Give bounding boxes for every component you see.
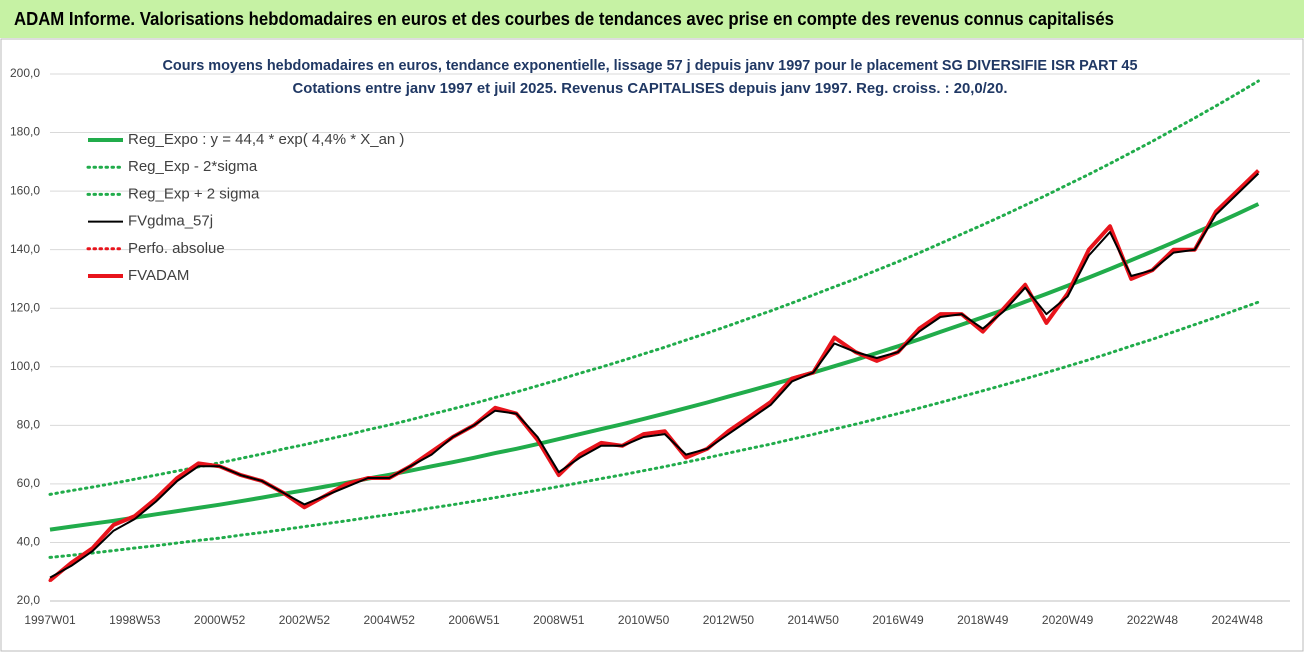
legend-label: Reg_Exp - 2*sigma bbox=[128, 158, 258, 175]
x-tick-label: 2022W48 bbox=[1127, 613, 1179, 627]
frame bbox=[0, 38, 1304, 652]
x-tick-label: 2004W52 bbox=[364, 613, 416, 627]
x-tick-label: 2024W48 bbox=[1212, 613, 1264, 627]
legend-label: Perfo. absolue bbox=[128, 240, 225, 257]
x-tick-label: 2002W52 bbox=[279, 613, 331, 627]
x-tick-label: 2012W50 bbox=[703, 613, 755, 627]
x-tick-label: 2016W49 bbox=[872, 613, 924, 627]
y-tick-label: 100,0 bbox=[10, 359, 40, 373]
x-tick-label: 1997W01 bbox=[24, 613, 76, 627]
x-tick-label: 2020W49 bbox=[1042, 613, 1094, 627]
chart-subtitle: Cotations entre janv 1997 et juil 2025. … bbox=[293, 80, 1008, 97]
x-tick-label: 2006W51 bbox=[448, 613, 500, 627]
y-tick-label: 120,0 bbox=[10, 300, 40, 314]
x-tick-label: 2000W52 bbox=[194, 613, 246, 627]
x-tick-label: 2014W50 bbox=[788, 613, 840, 627]
x-tick-label: 2010W50 bbox=[618, 613, 670, 627]
chart-title: ADAM Informe. Valorisations hebdomadaire… bbox=[14, 9, 1114, 29]
y-tick-label: 40,0 bbox=[17, 535, 41, 549]
series-line bbox=[48, 300, 1260, 559]
y-tick-label: 180,0 bbox=[10, 125, 40, 139]
x-tick-label: 2018W49 bbox=[957, 613, 1009, 627]
series-line bbox=[48, 79, 1260, 496]
header-bar bbox=[0, 0, 1304, 38]
legend-label: Reg_Expo : y = 44,4 * exp( 4,4% * X_an ) bbox=[128, 131, 404, 148]
legend-label: Reg_Exp + 2 sigma bbox=[128, 185, 260, 202]
y-tick-label: 140,0 bbox=[10, 242, 40, 256]
y-tick-label: 20,0 bbox=[17, 593, 41, 607]
legend-label: FVADAM bbox=[128, 267, 189, 284]
x-tick-label: 1998W53 bbox=[109, 613, 161, 627]
legend-label: FVgdma_57j bbox=[128, 213, 213, 230]
y-tick-label: 160,0 bbox=[10, 183, 40, 197]
y-tick-label: 80,0 bbox=[17, 418, 41, 432]
y-tick-label: 200,0 bbox=[10, 66, 40, 80]
series-line bbox=[49, 202, 1260, 532]
x-tick-label: 2008W51 bbox=[533, 613, 585, 627]
chart-subtitle: Cours moyens hebdomadaires en euros, ten… bbox=[163, 57, 1138, 74]
series-line bbox=[49, 172, 1260, 579]
y-tick-label: 60,0 bbox=[17, 476, 41, 490]
